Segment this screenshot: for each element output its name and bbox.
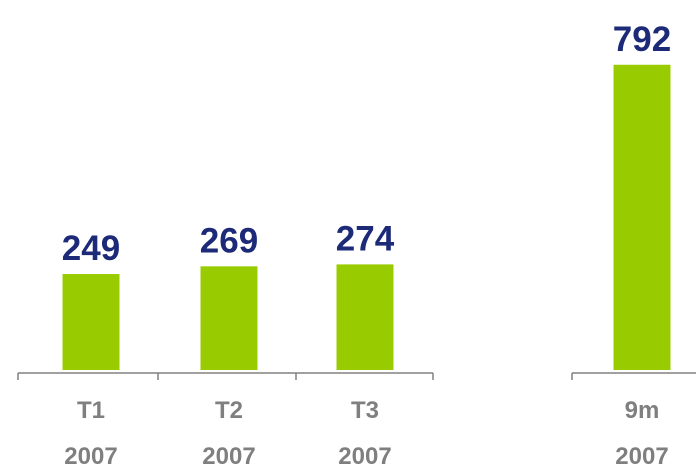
value-label: 274 bbox=[336, 219, 395, 258]
x-tick-label: T1 2007 bbox=[64, 397, 118, 470]
value-label: 249 bbox=[62, 229, 120, 268]
axis-left-group bbox=[17, 372, 434, 380]
axis-right-group bbox=[571, 372, 696, 380]
x-tick-label: 9m 2007 bbox=[615, 397, 669, 470]
bar bbox=[613, 64, 671, 370]
value-label: 792 bbox=[613, 20, 671, 59]
x-tick-label: T2 2007 bbox=[202, 397, 256, 470]
value-label: 269 bbox=[200, 221, 258, 260]
bar bbox=[200, 266, 258, 370]
x-tick-label: T3 2007 bbox=[338, 397, 392, 470]
bar bbox=[62, 274, 120, 370]
bar bbox=[336, 264, 394, 370]
